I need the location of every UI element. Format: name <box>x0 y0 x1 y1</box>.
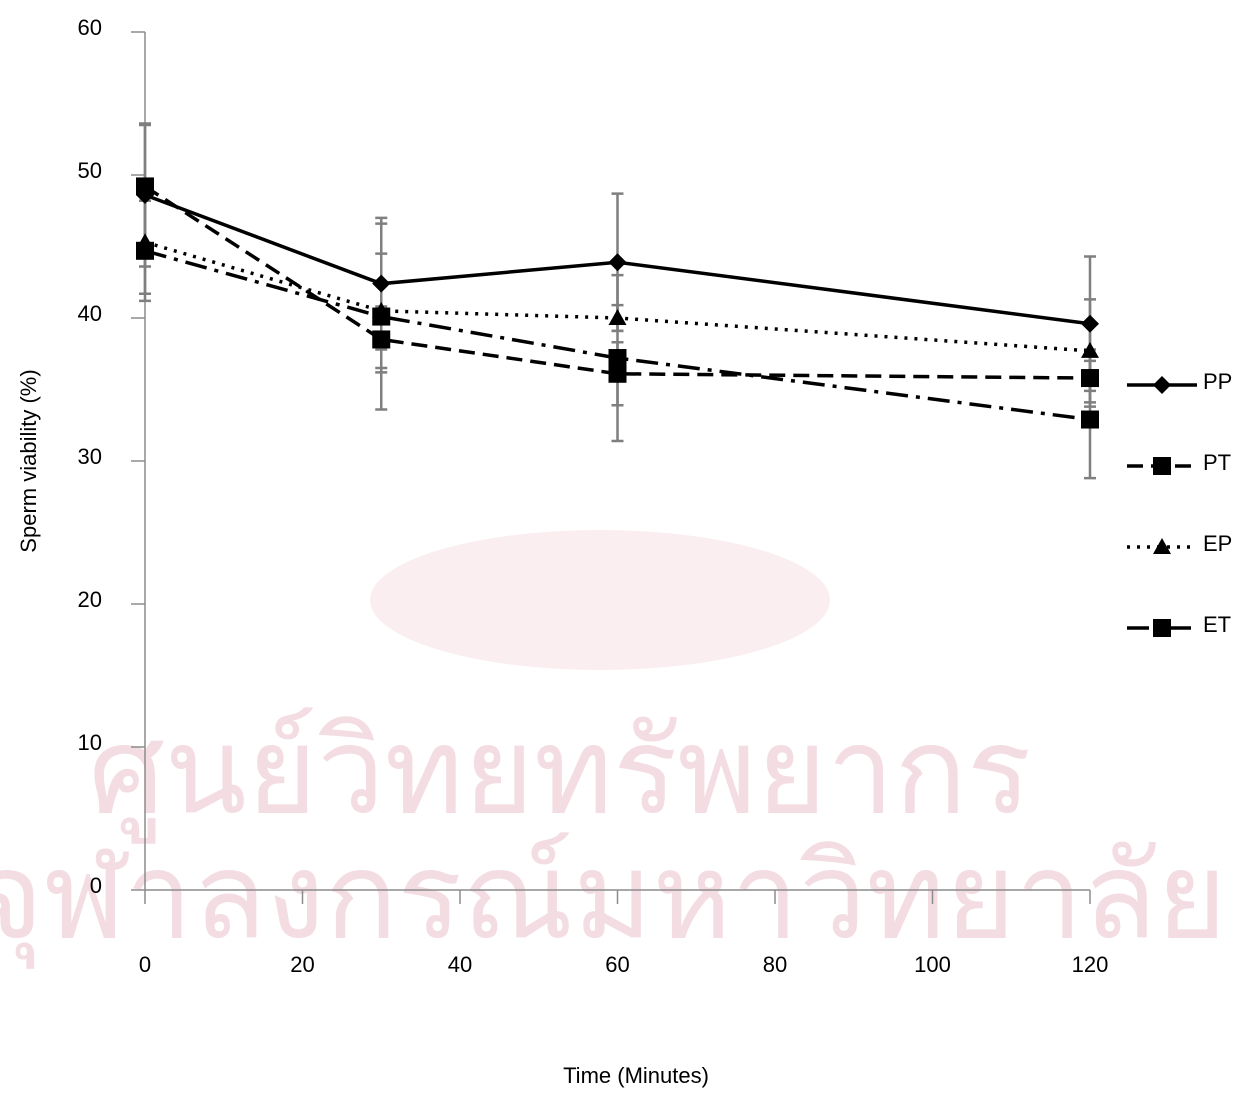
legend-label: ET <box>1203 612 1231 637</box>
legend-marker <box>1153 457 1171 475</box>
watermark-text: ศูนย์วิทยทรัพยากร <box>89 703 1032 844</box>
watermark-shape <box>370 530 830 670</box>
data-point <box>609 365 627 383</box>
data-point <box>1081 411 1099 429</box>
data-point <box>372 308 390 326</box>
legend-marker <box>1153 376 1171 394</box>
data-point <box>372 275 390 293</box>
y-tick-label: 60 <box>78 15 102 40</box>
data-point <box>136 177 154 195</box>
data-point <box>1081 342 1099 358</box>
y-tick-label: 0 <box>90 873 102 898</box>
data-point <box>1081 369 1099 387</box>
legend-marker <box>1153 619 1171 637</box>
chart: ศูนย์วิทยทรัพยากร จุฬาลงกรณ์มหาวิทยาลัย … <box>0 0 1250 1093</box>
x-tick-label: 40 <box>448 952 472 977</box>
y-tick-label: 30 <box>78 444 102 469</box>
x-tick-label: 20 <box>290 952 314 977</box>
y-tick-label: 20 <box>78 587 102 612</box>
y-tick-label: 40 <box>78 301 102 326</box>
legend-label: EP <box>1203 531 1232 556</box>
x-tick-label: 80 <box>763 952 787 977</box>
y-tick-label: 10 <box>78 730 102 755</box>
data-point <box>1081 315 1099 333</box>
y-tick-label: 50 <box>78 158 102 183</box>
data-point <box>609 253 627 271</box>
y-axis-label: Sperm viability (%) <box>16 369 41 552</box>
legend-label: PP <box>1203 369 1232 394</box>
x-tick-label: 120 <box>1072 952 1109 977</box>
watermark-text: จุฬาลงกรณ์มหาวิทยาลัย <box>0 828 1227 970</box>
x-tick-label: 100 <box>914 952 951 977</box>
data-point <box>609 309 627 325</box>
data-point <box>136 242 154 260</box>
x-tick-label: 0 <box>139 952 151 977</box>
data-point <box>372 330 390 348</box>
x-tick-label: 60 <box>605 952 629 977</box>
legend-label: PT <box>1203 450 1231 475</box>
data-point <box>609 349 627 367</box>
x-axis-label: Time (Minutes) <box>563 1063 709 1088</box>
